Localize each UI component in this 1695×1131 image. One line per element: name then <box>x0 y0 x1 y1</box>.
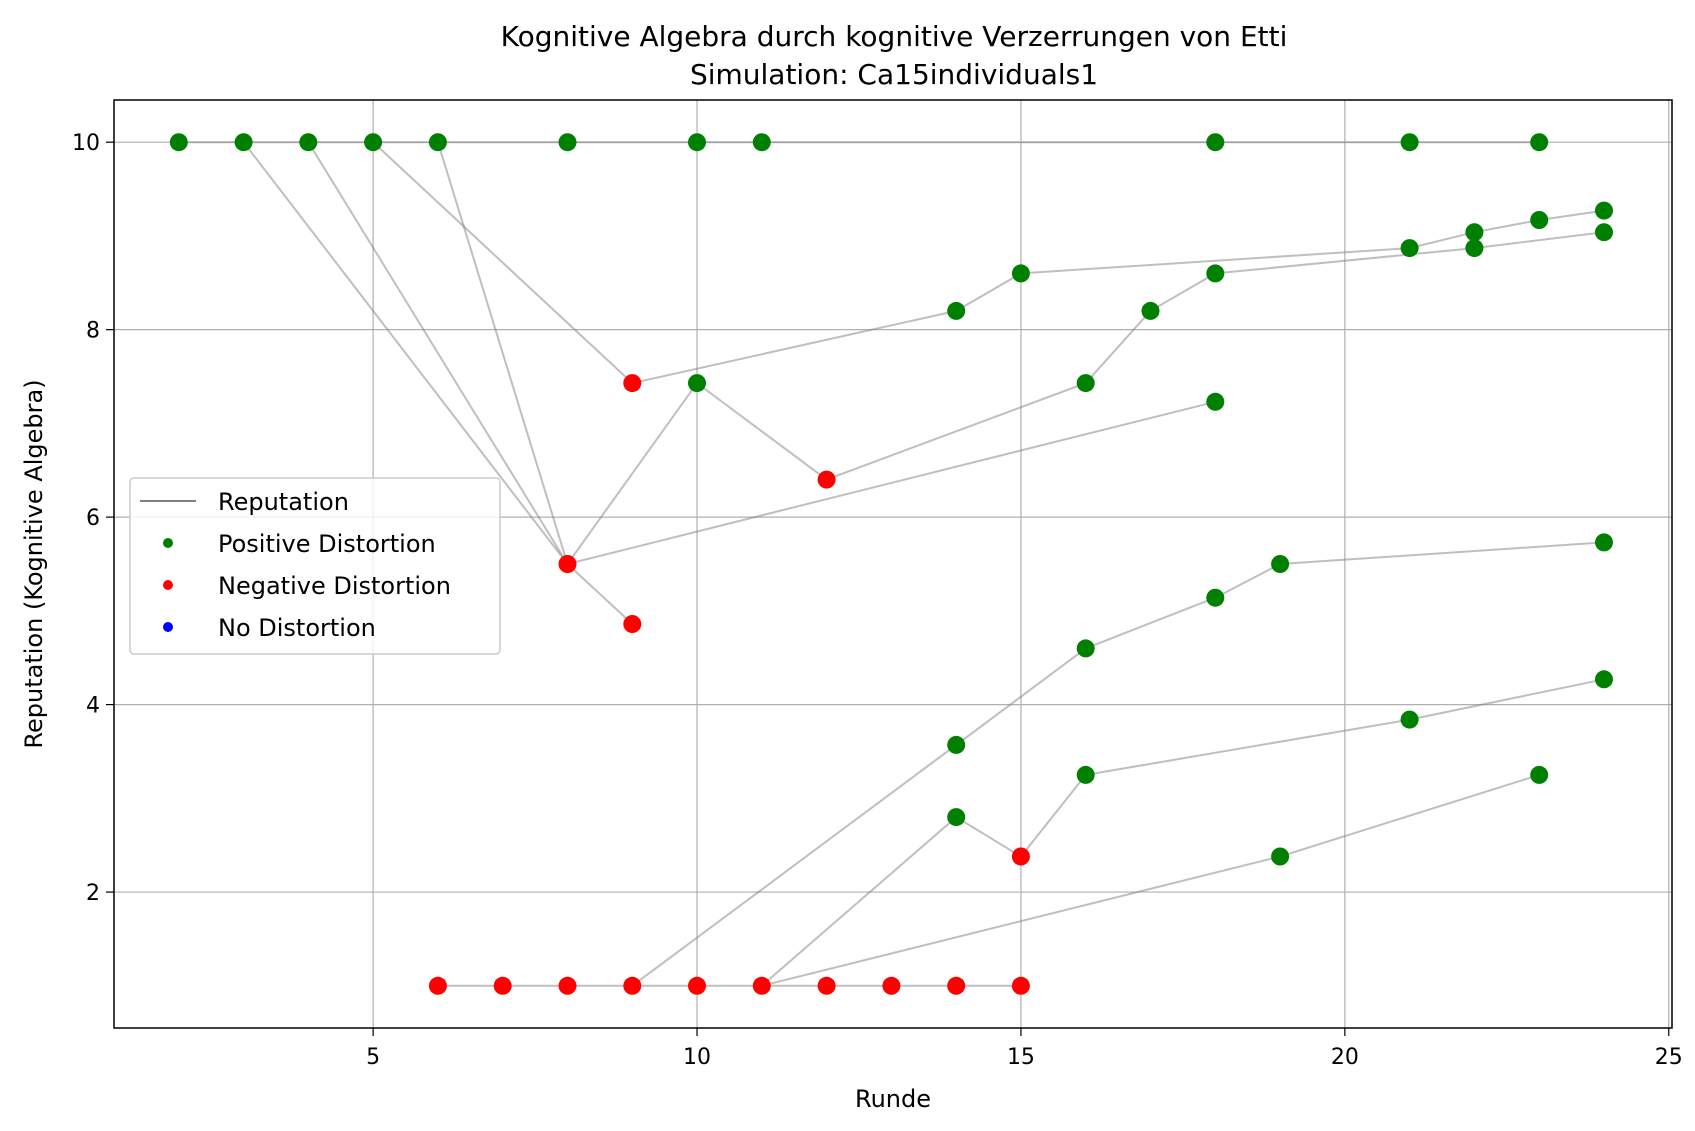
chart-subtitle: Simulation: Ca15individuals1 <box>690 58 1098 91</box>
positive-distortion-point <box>1400 710 1419 729</box>
x-tick-label: 10 <box>683 1045 711 1070</box>
positive-distortion-point <box>1400 133 1419 152</box>
reputation-line <box>436 141 569 565</box>
reputation-line <box>242 141 569 565</box>
negative-distortion-point <box>558 555 577 573</box>
negative-distortion-point <box>1011 976 1030 995</box>
legend-positive-marker-icon <box>163 538 173 548</box>
x-axis-ticks: 5 10 15 20 25 <box>366 1028 1683 1070</box>
positive-distortion-point <box>1076 765 1095 784</box>
negative-distortion-point <box>623 976 642 995</box>
negative-distortion-point <box>428 976 447 995</box>
negative-distortion-point <box>623 615 642 633</box>
data-points <box>169 133 1613 995</box>
legend-none-marker-icon <box>163 622 173 632</box>
chart-title: Kognitive Algebra durch kognitive Verzer… <box>501 20 1288 53</box>
positive-distortion-point <box>1076 639 1095 658</box>
x-tick-label: 20 <box>1331 1045 1359 1070</box>
positive-distortion-point <box>1530 765 1549 784</box>
positive-distortion-point <box>1595 533 1613 552</box>
legend-label-reputation: Reputation <box>218 488 349 516</box>
y-axis-ticks: 2 4 6 8 10 <box>72 131 114 906</box>
positive-distortion-point <box>169 133 188 152</box>
x-axis-label: Runde <box>855 1085 931 1113</box>
legend-label-negative: Negative Distortion <box>218 572 451 600</box>
negative-distortion-point <box>752 976 771 995</box>
positive-distortion-point <box>1595 201 1613 220</box>
positive-distortion-point <box>1271 555 1290 573</box>
y-tick-label: 4 <box>86 694 100 719</box>
x-tick-label: 15 <box>1007 1045 1035 1070</box>
positive-distortion-point <box>1206 133 1225 152</box>
legend-label-none: No Distortion <box>218 614 376 642</box>
reputation-line <box>307 141 569 565</box>
positive-distortion-point <box>947 301 966 320</box>
positive-distortion-point <box>428 133 447 152</box>
legend-negative-marker-icon <box>163 580 173 590</box>
y-axis-label: Reputation (Kognitive Algebra) <box>20 379 48 748</box>
reputation-line <box>372 141 1605 385</box>
negative-distortion-point <box>817 470 836 489</box>
positive-distortion-point <box>1206 588 1225 607</box>
positive-distortion-point <box>1271 847 1290 866</box>
plot-frame <box>113 99 1673 1029</box>
positive-distortion-point <box>688 133 706 152</box>
negative-distortion-point <box>688 976 706 995</box>
y-tick-label: 10 <box>72 131 100 156</box>
negative-distortion-point <box>817 976 836 995</box>
positive-distortion-point <box>1465 223 1484 242</box>
legend-label-positive: Positive Distortion <box>218 530 436 558</box>
positive-distortion-point <box>1206 392 1225 411</box>
negative-distortion-point <box>947 976 966 995</box>
negative-distortion-point <box>558 976 577 995</box>
negative-distortion-point <box>1011 847 1030 866</box>
reputation-line <box>566 231 1605 565</box>
negative-distortion-point <box>493 976 512 995</box>
positive-distortion-point <box>558 133 577 152</box>
positive-distortion-point <box>1011 264 1030 283</box>
positive-distortion-point <box>947 735 966 754</box>
legend: Reputation Positive Distortion Negative … <box>129 477 501 655</box>
positive-distortion-point <box>234 133 253 152</box>
reputation-line <box>567 400 1216 565</box>
x-tick-label: 5 <box>366 1045 380 1070</box>
positive-distortion-point <box>1595 670 1613 689</box>
reputation-line <box>631 541 1605 987</box>
legend-box <box>129 477 501 655</box>
positive-distortion-point <box>1530 133 1549 152</box>
y-tick-label: 2 <box>86 881 100 906</box>
positive-distortion-point <box>752 133 771 152</box>
positive-distortion-point <box>947 808 966 827</box>
negative-distortion-point <box>623 374 642 393</box>
reputation-line <box>761 678 1605 987</box>
positive-distortion-point <box>1400 239 1419 258</box>
positive-distortion-point <box>1595 223 1613 242</box>
positive-distortion-point <box>1206 264 1225 283</box>
positive-distortion-point <box>1141 301 1160 320</box>
x-tick-label: 25 <box>1655 1045 1683 1070</box>
positive-distortion-point <box>299 133 318 152</box>
positive-distortion-point <box>1530 211 1549 229</box>
positive-distortion-point <box>1076 374 1095 393</box>
y-tick-label: 8 <box>86 319 100 344</box>
y-tick-label: 6 <box>86 506 100 531</box>
positive-distortion-point <box>364 133 383 152</box>
reputation-line <box>566 563 633 625</box>
positive-distortion-point <box>688 374 706 393</box>
negative-distortion-point <box>882 976 901 995</box>
positive-distortion-point <box>1465 239 1484 258</box>
